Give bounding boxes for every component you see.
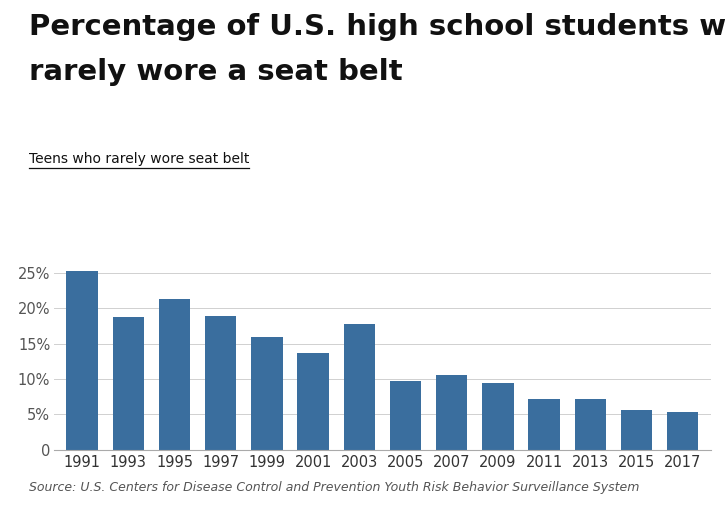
Bar <box>390 381 421 450</box>
Bar <box>251 337 283 450</box>
Bar <box>67 271 98 450</box>
Bar <box>667 412 698 450</box>
Bar <box>529 399 560 450</box>
Bar <box>297 353 329 450</box>
Text: rarely wore a seat belt: rarely wore a seat belt <box>29 58 402 86</box>
Text: Source: U.S. Centers for Disease Control and Prevention Youth Risk Behavior Surv: Source: U.S. Centers for Disease Control… <box>29 481 639 494</box>
Text: Percentage of U.S. high school students who: Percentage of U.S. high school students … <box>29 13 725 41</box>
Text: Teens who rarely wore seat belt: Teens who rarely wore seat belt <box>29 152 249 167</box>
Bar <box>575 399 606 450</box>
Bar <box>482 383 513 450</box>
Bar <box>344 324 375 450</box>
Bar <box>112 317 144 450</box>
Bar <box>205 315 236 450</box>
Bar <box>621 410 652 450</box>
Bar <box>436 375 468 450</box>
Bar <box>159 299 190 450</box>
